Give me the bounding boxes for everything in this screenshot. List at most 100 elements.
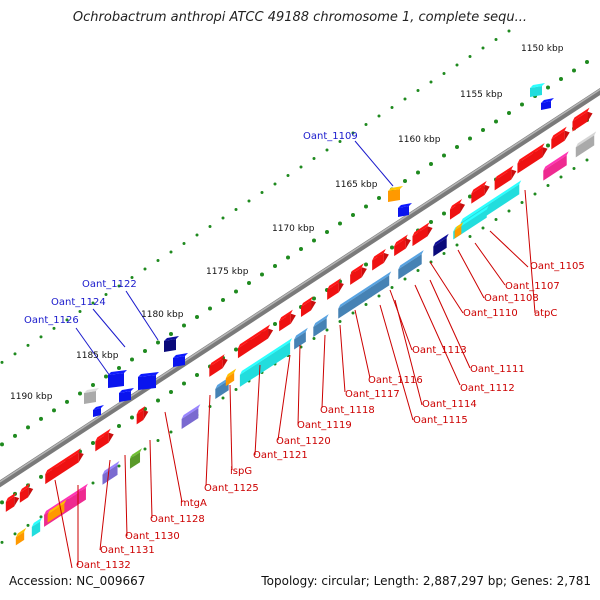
- ruler-dot: [65, 318, 69, 322]
- gene-label-oant-1132[interactable]: Oant_1132: [76, 560, 131, 571]
- ruler-dot: [494, 119, 498, 124]
- cds-block-top: [350, 263, 364, 275]
- cds-block: [300, 296, 317, 317]
- cds-block-arrow: [311, 300, 317, 311]
- cds-block-top: [394, 234, 408, 247]
- blue-top-feature-face: [108, 373, 124, 388]
- ruler-dot: [221, 216, 225, 220]
- ruler-dot: [494, 38, 498, 42]
- ruler-dot: [273, 182, 277, 186]
- backbone: [0, 87, 600, 488]
- gene-label-oant-1111[interactable]: Oant_1111: [470, 364, 525, 375]
- gray-gene-block-top: [575, 131, 597, 148]
- orange-top-feature-face: [388, 189, 400, 202]
- leader-line: [205, 394, 211, 487]
- gene-label-oant-1125[interactable]: Oant_1125: [204, 483, 259, 494]
- gene-label-atpc[interactable]: atpC: [534, 308, 557, 319]
- leader-line: [354, 140, 394, 187]
- gene-label-oant-1128[interactable]: Oant_1128: [150, 514, 205, 525]
- steel-blue-gene-block-top: [370, 271, 392, 288]
- gene-label-oant-1124[interactable]: Oant_1124: [51, 297, 106, 308]
- cds-block: [350, 263, 367, 285]
- ruler-dot: [468, 194, 472, 199]
- ruler-dot: [312, 238, 316, 243]
- blue-top-feature-top: [119, 388, 134, 393]
- olive-gene-block-face: [129, 452, 141, 469]
- ruler-dot: [26, 523, 30, 527]
- ruler-dot: [403, 97, 407, 101]
- cds-block-arrow: [290, 313, 296, 324]
- cds-block-arrow: [14, 496, 20, 507]
- cds-block-top: [494, 165, 514, 181]
- cyan-gene-block-face: [31, 521, 41, 537]
- ruler-dot: [91, 382, 95, 387]
- ruler-dot: [169, 250, 173, 254]
- ruler-dot: [585, 158, 589, 162]
- olive-gene-block: [129, 448, 143, 469]
- cds-block: [5, 492, 20, 512]
- cyan-gene-block: [453, 205, 489, 240]
- gene-label-oant-1112[interactable]: Oant_1112: [460, 383, 515, 394]
- ruler-dot: [78, 309, 82, 313]
- cds-block-face: [95, 432, 109, 452]
- ruler-dot: [312, 156, 316, 160]
- ruler-dot: [182, 381, 186, 386]
- violet-gene-block-top: [181, 404, 201, 420]
- ruler-dot: [0, 360, 4, 364]
- gene-label-oant-1126[interactable]: Oant_1126: [24, 315, 79, 326]
- gene-label-oant-1119[interactable]: Oant_1119: [297, 420, 352, 431]
- gene-label-oant-1121[interactable]: Oant_1121: [253, 450, 308, 461]
- steel-blue-gene-block: [313, 314, 329, 337]
- gene-label-oant-1120[interactable]: Oant_1120: [276, 436, 331, 447]
- ruler-dot: [429, 220, 433, 225]
- gene-label-ispg[interactable]: ispG: [230, 466, 252, 477]
- steel-blue-gene-block-face: [313, 318, 327, 337]
- leader-line: [92, 308, 126, 348]
- steel-blue-gene-block-face: [370, 275, 390, 298]
- ruler-dot: [338, 319, 342, 323]
- gene-label-oant-1113[interactable]: Oant_1113: [412, 345, 467, 356]
- gene-label-oant-1118[interactable]: Oant_1118: [320, 405, 375, 416]
- gene-label-oant-1108[interactable]: Oant_1108: [484, 293, 539, 304]
- gene-label-oant-1110[interactable]: Oant_1110: [463, 308, 518, 319]
- ruler-dot: [78, 391, 82, 396]
- gene-label-oant-1116[interactable]: Oant_1116: [368, 375, 423, 386]
- gene-label-oant-1114[interactable]: Oant_1114: [422, 399, 477, 410]
- gene-label-oant-1105[interactable]: Oant_1105: [530, 261, 585, 272]
- gene-label-mtga[interactable]: mtgA: [180, 498, 207, 509]
- cyan-top-feature-face: [530, 86, 542, 97]
- ruler-dot: [39, 335, 43, 339]
- ruler-dot: [455, 243, 459, 247]
- scale-label-1160: 1160 kbp: [398, 135, 441, 145]
- blue-top-feature-top: [138, 372, 159, 377]
- steel-blue-gene-block-top: [294, 327, 308, 340]
- cds-block: [471, 180, 490, 204]
- ruler-dot: [143, 348, 147, 353]
- gene-label-oant-1109[interactable]: Oant_1109: [303, 131, 358, 142]
- steel-blue-gene-block: [294, 327, 308, 350]
- ruler-dot: [130, 357, 134, 362]
- gene-label-oant-1117[interactable]: Oant_1117: [345, 389, 400, 400]
- orange-gene-block-top: [225, 368, 237, 379]
- ruler-dot: [325, 148, 329, 152]
- ruler-dot: [273, 321, 277, 326]
- cds-block-top: [5, 492, 17, 502]
- ruler-dot: [195, 233, 199, 237]
- cds-block-top: [19, 483, 31, 493]
- blue-top-feature-face: [173, 356, 185, 367]
- ruler-dot: [143, 447, 147, 451]
- leader-line: [474, 242, 506, 286]
- ruler-dot: [182, 241, 186, 245]
- gene-label-oant-1107[interactable]: Oant_1107: [505, 281, 560, 292]
- gene-features: [5, 83, 597, 546]
- gene-label-oant-1131[interactable]: Oant_1131: [100, 545, 155, 556]
- steel-blue-gene-block: [398, 250, 424, 280]
- gene-label-oant-1115[interactable]: Oant_1115: [413, 415, 468, 426]
- ruler-dot: [442, 211, 446, 216]
- cds-block-top: [237, 324, 271, 349]
- ruler-dot: [377, 195, 381, 200]
- ruler-dot: [143, 267, 147, 271]
- ruler-dot: [559, 77, 563, 82]
- gene-label-oant-1122[interactable]: Oant_1122: [82, 279, 137, 290]
- gene-label-oant-1130[interactable]: Oant_1130: [125, 531, 180, 542]
